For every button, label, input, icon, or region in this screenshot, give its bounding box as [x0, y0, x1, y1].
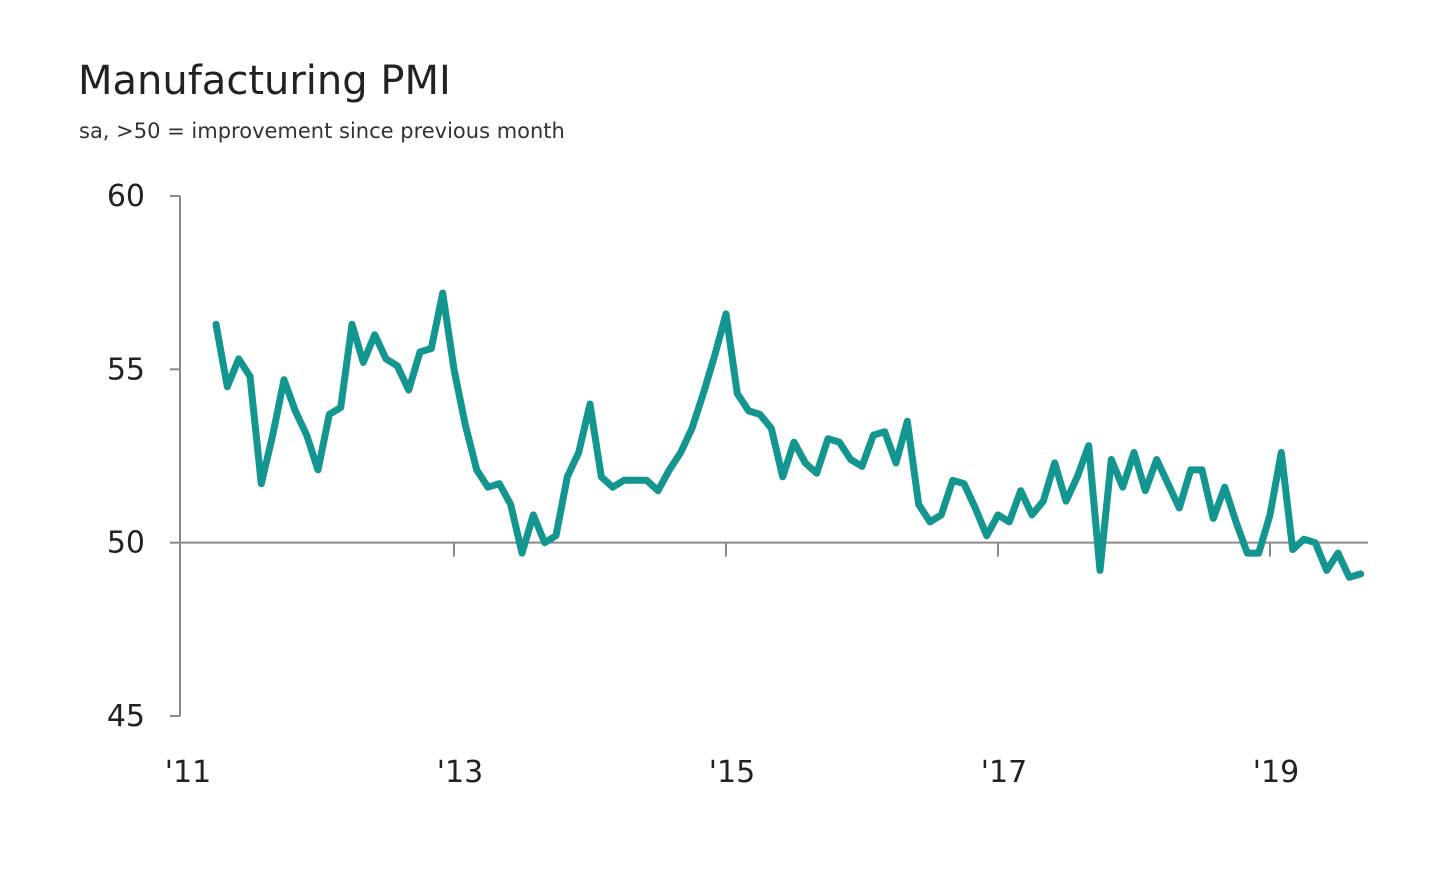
chart-title: Manufacturing PMI — [78, 58, 451, 104]
y-tick-label: 50 — [107, 526, 145, 561]
x-axis-ticks: '11 '13 '15 '17 '19 — [165, 542, 1299, 790]
x-tick-label: '19 — [1253, 755, 1299, 790]
series-line — [212, 289, 1365, 581]
y-tick-label: 45 — [107, 699, 145, 734]
y-tick-label: 55 — [107, 352, 145, 387]
y-axis-ticks: 60 55 50 45 — [107, 179, 180, 734]
x-tick-label: '15 — [709, 755, 755, 790]
y-tick-label: 60 — [107, 179, 145, 214]
x-tick-label: '13 — [437, 755, 483, 790]
chart-subtitle: sa, >50 = improvement since previous mon… — [79, 119, 565, 143]
axes — [179, 196, 1368, 716]
series-layer — [212, 289, 1365, 581]
x-tick-label: '11 — [165, 755, 211, 790]
x-tick-label: '17 — [981, 755, 1027, 790]
